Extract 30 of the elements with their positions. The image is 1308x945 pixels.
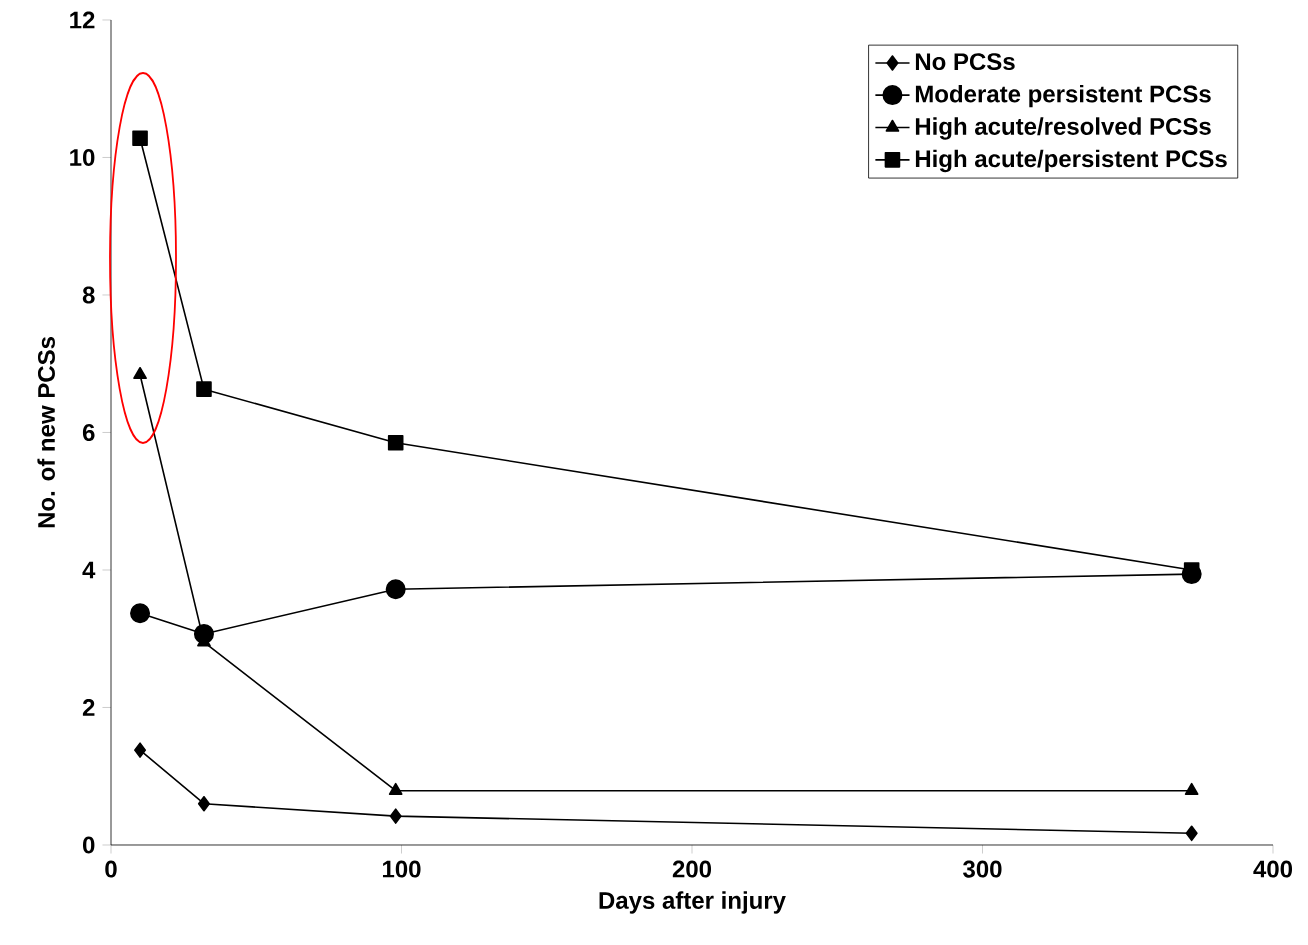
x-tick-label: 100 [382,860,421,878]
point [389,808,402,824]
y-tick-label: 6 [82,423,95,441]
legend-label: No PCSs [915,53,1015,71]
point [134,742,147,758]
x-tick-label: 400 [1253,860,1293,878]
x-axis-title: Days after injury [599,891,786,914]
point [385,579,406,600]
x-tick-label: 0 [105,860,117,878]
legend-label: High acute/persistent PCSs [915,149,1227,173]
y-tick-label: 8 [82,286,95,304]
point [196,381,212,397]
point [387,435,404,451]
y-tick-label: 0 [82,836,95,854]
point [388,782,403,795]
y-tick-label: 12 [70,11,95,29]
legend-label: High acute/resolved PCSs [915,117,1211,140]
x-tick-label: 300 [963,860,1002,878]
point [133,366,147,380]
point [130,603,151,624]
point [1185,825,1198,842]
legend-label: Moderate persistent PCSs [915,84,1211,108]
point [197,795,211,812]
point [1184,782,1199,795]
y-tick-label: 10 [70,148,95,166]
y-tick-label: 2 [82,699,95,716]
y-axis-title: No. of new PCSs [37,337,55,528]
point [132,130,148,147]
y-tick-label: 4 [82,561,96,579]
x-tick-label: 200 [672,860,712,878]
